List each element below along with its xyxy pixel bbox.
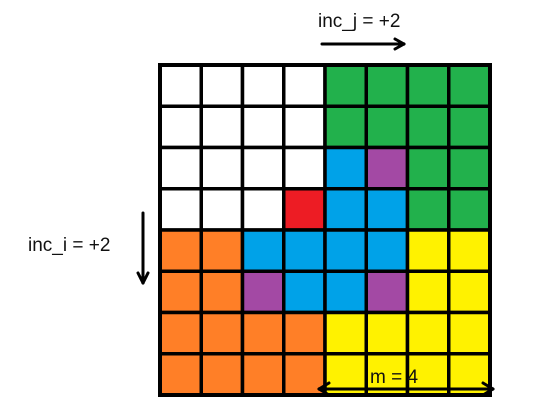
grid-cell-orange — [240, 310, 286, 356]
grid-cell-yellow — [447, 310, 492, 356]
inc-i-arrow-head-right — [141, 271, 150, 285]
grid-cell-orange — [199, 228, 245, 273]
inc-i-label: inc_i = +2 — [28, 235, 111, 256]
grid-cell-yellow — [405, 269, 451, 315]
grid-cell-green — [323, 104, 368, 150]
grid-cell-green — [405, 187, 451, 232]
grid-cell-orange — [240, 352, 286, 397]
grid-cell-green — [405, 145, 451, 191]
grid-cell-white — [282, 63, 327, 108]
grid-cell-orange — [158, 228, 203, 273]
grid-cell-orange — [199, 310, 245, 356]
grid-cell-blue — [323, 145, 368, 191]
grid-cell-blue — [323, 187, 368, 232]
grid-cell-yellow — [405, 228, 451, 273]
grid-cell-red — [282, 187, 327, 232]
grid-cell-yellow — [323, 310, 368, 356]
grid-cell-white — [240, 145, 286, 191]
inc-j-arrow-head-bottom — [393, 42, 406, 51]
grid-cell-white — [158, 187, 203, 232]
grid-cell-green — [405, 63, 451, 108]
grid-cell-blue — [323, 269, 368, 315]
grid-cell-yellow — [447, 228, 492, 273]
grid-cell-purple — [240, 269, 286, 315]
m-arrow-head-left-top — [317, 381, 331, 391]
grid-cell-blue — [364, 187, 410, 232]
grid-cell-white — [240, 104, 286, 150]
grid-cell-purple — [364, 145, 410, 191]
grid-cell-green — [364, 104, 410, 150]
grid-cell-white — [199, 104, 245, 150]
grid-cell-green — [364, 63, 410, 108]
grid-cell-blue — [323, 228, 368, 273]
grid-cell-orange — [199, 352, 245, 397]
grid-cell-white — [240, 63, 286, 108]
grid-cell-blue — [240, 228, 286, 273]
grid-cell-orange — [282, 310, 327, 356]
grid-cell-white — [158, 145, 203, 191]
grid-cell-yellow — [405, 310, 451, 356]
grid-border — [158, 63, 492, 397]
grid-cells — [158, 63, 492, 397]
m-arrow-head-left-bottom — [317, 387, 331, 397]
grid-cell-white — [282, 104, 327, 150]
grid-cell-white — [199, 187, 245, 232]
grid-outline — [158, 63, 492, 397]
grid-cell-green — [447, 187, 492, 232]
grid-cell-yellow — [364, 310, 410, 356]
grid-cell-white — [199, 145, 245, 191]
inc-j-label: inc_j = +2 — [318, 11, 401, 32]
grid-cell-green — [447, 63, 492, 108]
grid-cell-blue — [282, 228, 327, 273]
grid-cell-yellow — [447, 269, 492, 315]
grid-cell-blue — [364, 228, 410, 273]
arrows — [136, 37, 495, 397]
grid-cell-white — [158, 63, 203, 108]
grid-cell-white — [282, 145, 327, 191]
grid-cell-white — [158, 104, 203, 150]
grid-cell-orange — [199, 269, 245, 315]
m-label: m = 4 — [370, 367, 419, 388]
grid-cell-green — [405, 104, 451, 150]
grid-cell-orange — [158, 269, 203, 315]
grid-cell-green — [323, 63, 368, 108]
grid-cell-white — [240, 187, 286, 232]
m-arrow-head-right-bottom — [481, 387, 495, 397]
grid-cell-orange — [158, 352, 203, 397]
grid-cell-green — [447, 145, 492, 191]
grid-cell-blue — [282, 269, 327, 315]
grid-cell-green — [447, 104, 492, 150]
grid-cell-purple — [364, 269, 410, 315]
grid-cell-orange — [158, 310, 203, 356]
m-arrow-head-right-top — [481, 381, 495, 391]
grid-cell-white — [199, 63, 245, 108]
